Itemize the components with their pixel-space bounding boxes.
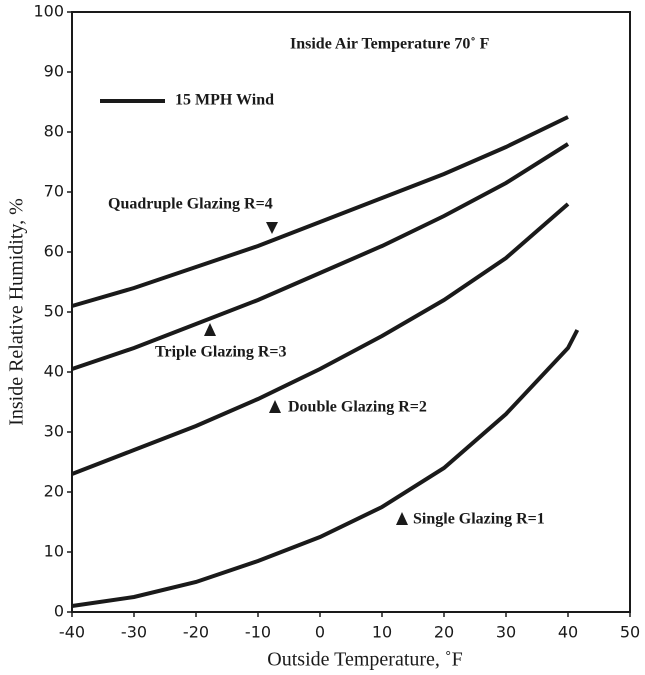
y-tick-label: 50 [44,302,64,321]
pointer [269,400,281,413]
curve [71,202,570,476]
pointer [396,512,408,525]
y-axis-title: Inside Relative Humidity, % [6,198,28,426]
y-tick-label: 30 [44,422,64,441]
pointer [266,222,278,234]
curve-label: Single Glazing R=1 [413,511,545,528]
x-tick-label: 50 [620,623,640,642]
y-tick-label: 40 [44,362,64,381]
curve-label: Quadruple Glazing R=4 [108,196,273,213]
y-tick-label: 70 [44,182,64,201]
x-tick-label: 0 [315,623,325,642]
chart-title: Inside Air Temperature 70˚ F [290,36,490,53]
curve-label: Triple Glazing R=3 [155,344,286,361]
x-tick-label: -20 [183,623,209,642]
y-tick-label: 90 [44,62,64,81]
curve [71,115,569,308]
pointer [204,323,216,336]
y-tick-label: 10 [44,542,64,561]
x-tick-label: 20 [434,623,454,642]
y-tick-label: 60 [44,242,64,261]
x-tick-label: -40 [59,623,85,642]
curve-label: Double Glazing R=2 [288,399,427,416]
y-tick-label: 100 [33,2,64,21]
x-tick-label: 40 [558,623,578,642]
legend-label: 15 MPH Wind [175,92,274,109]
curve [71,329,580,608]
x-tick-label: -30 [121,623,147,642]
x-axis-title: Outside Temperature, ˚F [267,649,462,671]
x-tick-label: 10 [372,623,392,642]
x-tick-label: 30 [496,623,516,642]
y-tick-label: 20 [44,482,64,501]
x-tick-label: -10 [245,623,271,642]
y-tick-label: 0 [54,602,64,621]
curve [71,142,570,371]
y-tick-label: 80 [44,122,64,141]
